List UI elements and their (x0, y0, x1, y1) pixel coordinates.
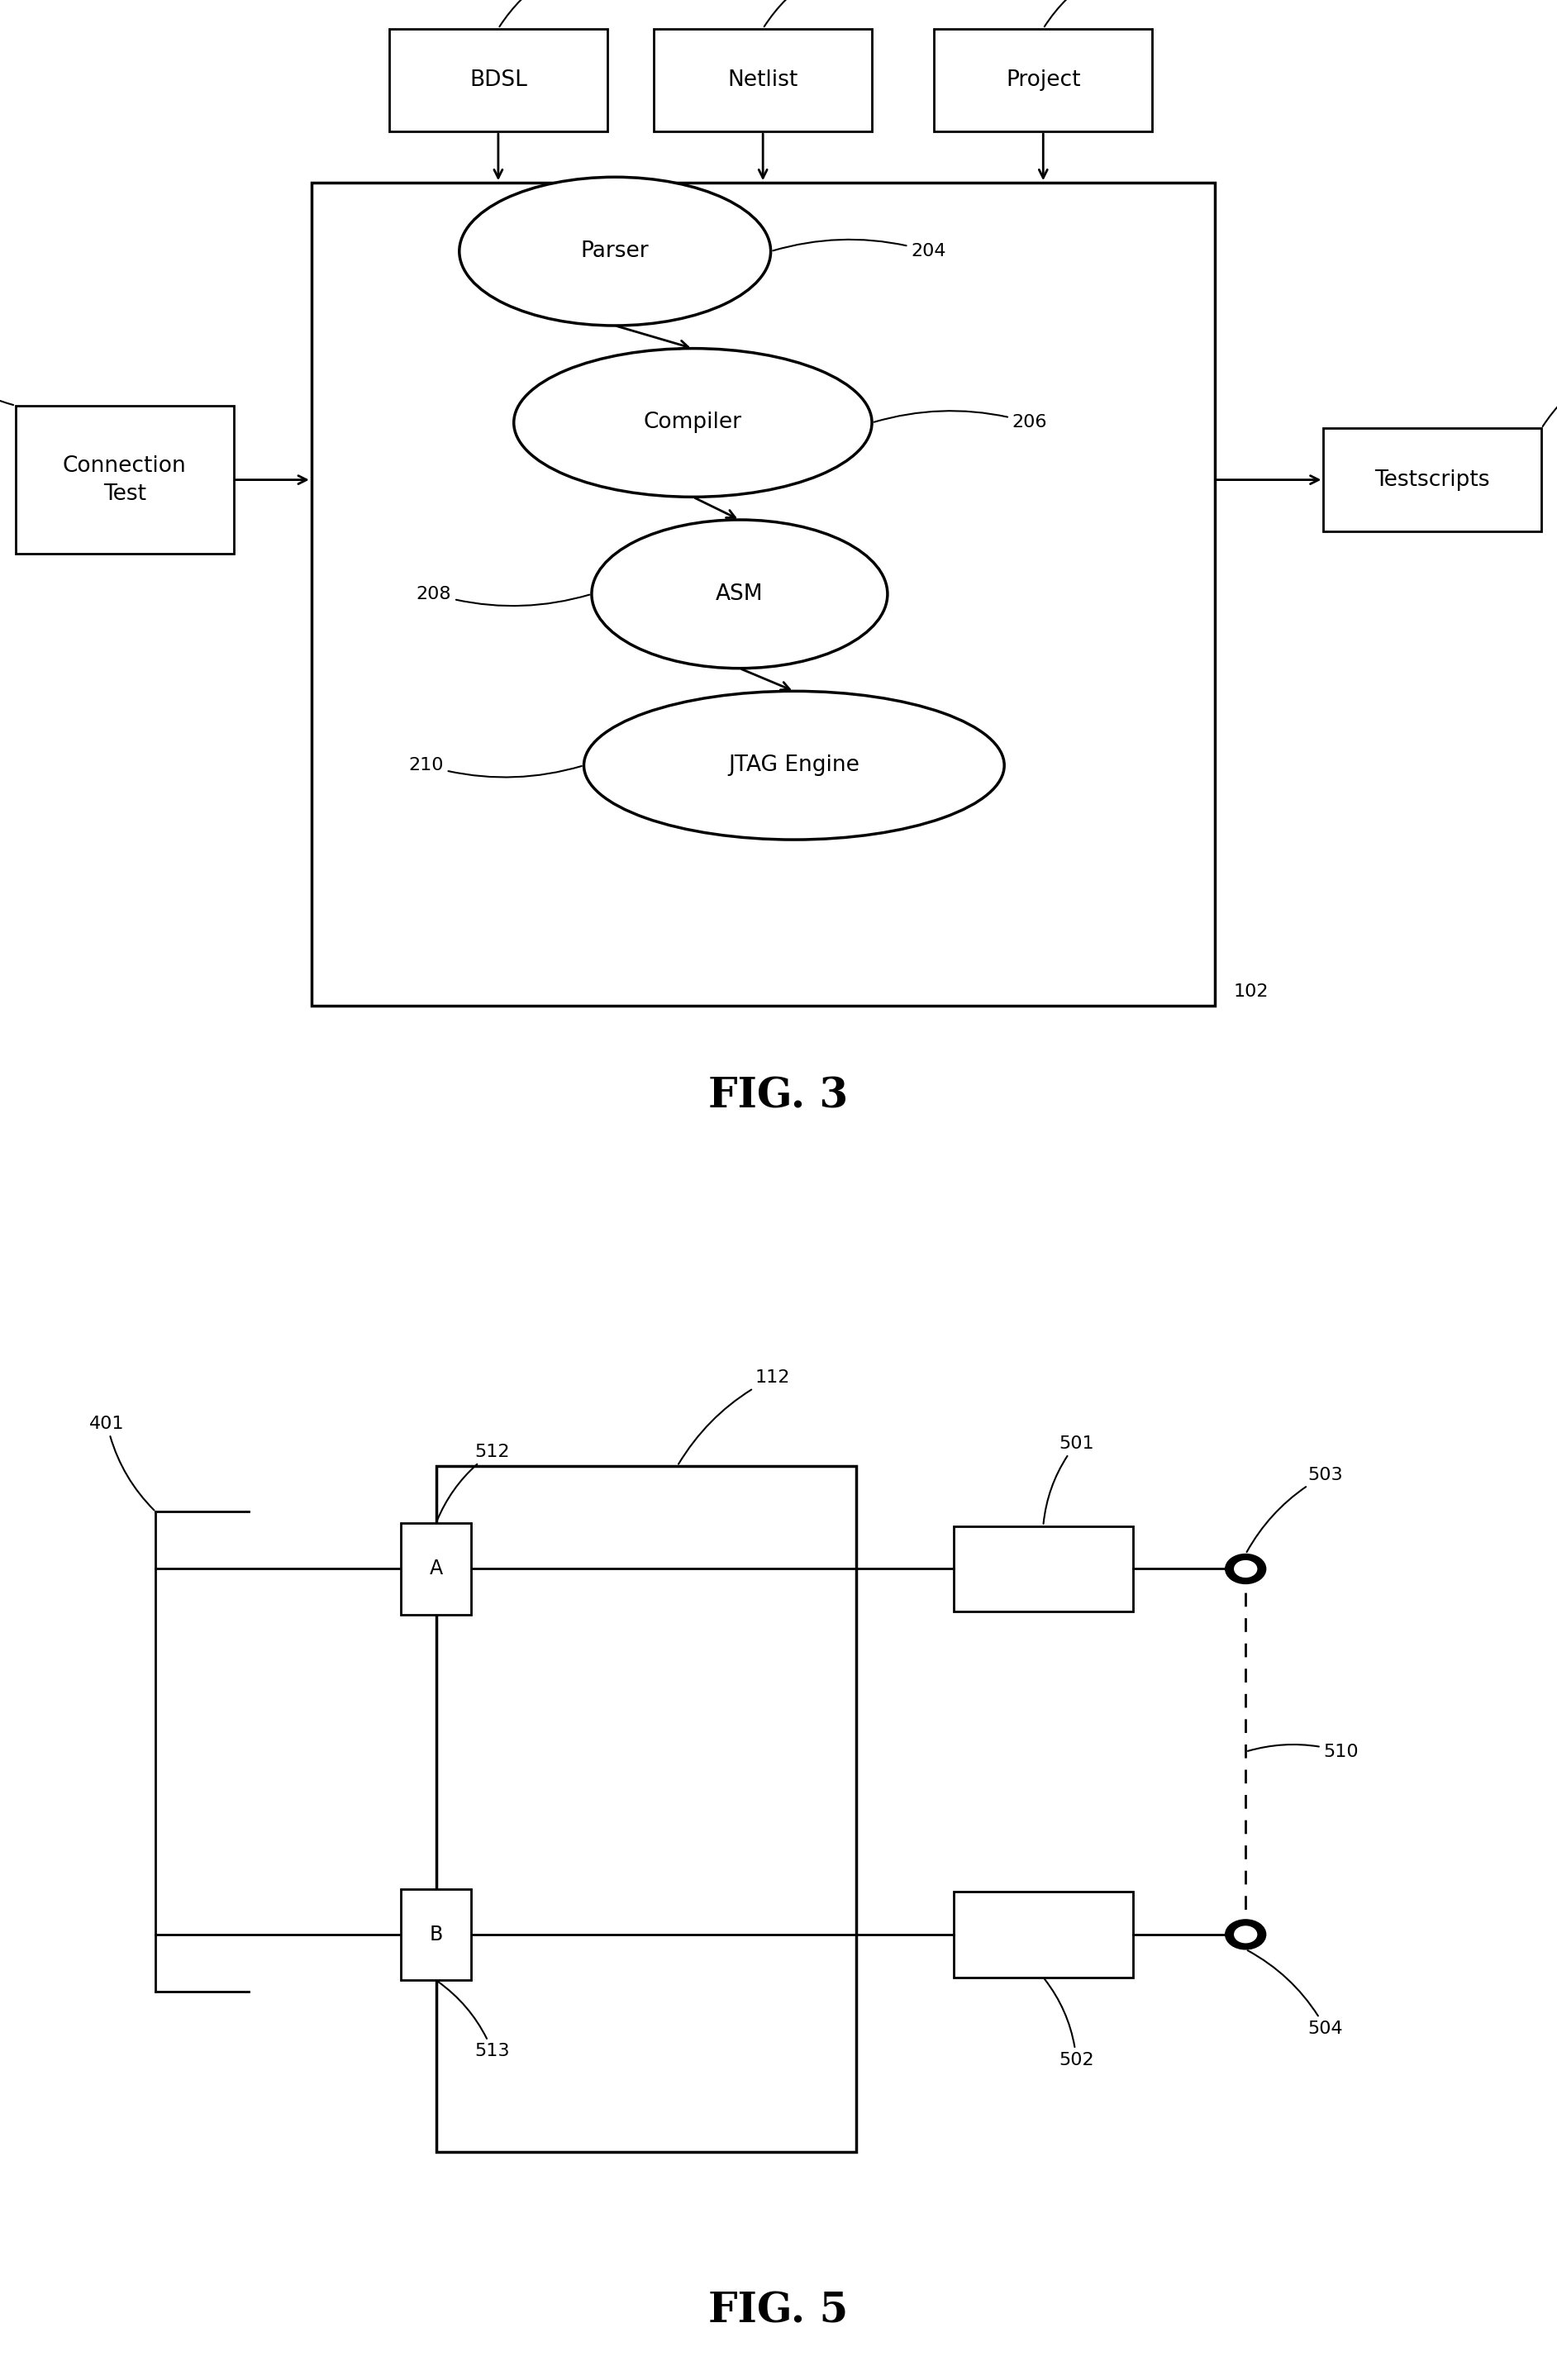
FancyBboxPatch shape (436, 1466, 856, 2152)
Text: Compiler: Compiler (643, 412, 743, 433)
FancyBboxPatch shape (311, 183, 1214, 1004)
Text: 512: 512 (438, 1445, 511, 1521)
Text: FIG. 3: FIG. 3 (708, 1076, 849, 1116)
FancyBboxPatch shape (953, 1526, 1133, 1611)
Text: 513: 513 (438, 1983, 511, 2059)
Text: 502: 502 (1045, 1980, 1095, 2068)
Text: FIG. 5: FIG. 5 (708, 2292, 849, 2332)
Text: 208: 208 (416, 585, 590, 607)
Text: Testscripts: Testscripts (1375, 469, 1490, 490)
FancyBboxPatch shape (402, 1523, 470, 1614)
FancyBboxPatch shape (953, 1892, 1133, 1978)
Text: 201: 201 (0, 336, 14, 405)
FancyBboxPatch shape (389, 29, 607, 131)
Circle shape (1235, 1561, 1256, 1578)
Text: 501: 501 (1043, 1435, 1095, 1523)
Text: 111: 111 (500, 0, 587, 26)
FancyBboxPatch shape (934, 29, 1152, 131)
Text: Project: Project (1006, 69, 1081, 90)
Text: 503: 503 (1247, 1466, 1344, 1552)
Text: 510: 510 (1247, 1745, 1359, 1759)
Text: 114: 114 (1543, 357, 1557, 426)
Text: 102: 102 (1233, 983, 1269, 1000)
Text: 504: 504 (1247, 1949, 1344, 2037)
Ellipse shape (592, 519, 887, 669)
Text: 401: 401 (89, 1416, 154, 1511)
FancyBboxPatch shape (402, 1890, 470, 1980)
Text: JTAG Engine: JTAG Engine (729, 754, 859, 776)
FancyBboxPatch shape (1323, 428, 1541, 531)
FancyBboxPatch shape (654, 29, 872, 131)
Text: A: A (430, 1559, 442, 1578)
Ellipse shape (514, 347, 872, 497)
Text: Connection
Test: Connection Test (62, 455, 187, 505)
Circle shape (1225, 1921, 1266, 1949)
Text: Parser: Parser (581, 240, 649, 262)
Text: 200: 200 (1045, 0, 1133, 26)
Text: 112: 112 (679, 1368, 789, 1464)
Text: B: B (430, 1925, 442, 1944)
Text: Netlist: Netlist (727, 69, 799, 90)
Ellipse shape (459, 176, 771, 326)
Ellipse shape (584, 690, 1004, 840)
FancyBboxPatch shape (16, 405, 234, 555)
Text: 206: 206 (873, 412, 1048, 431)
Text: 210: 210 (408, 757, 582, 778)
Text: ASM: ASM (716, 583, 763, 605)
Text: BDSL: BDSL (469, 69, 528, 90)
Text: 204: 204 (772, 240, 947, 259)
Text: 112: 112 (764, 0, 852, 26)
Circle shape (1235, 1925, 1256, 1942)
Circle shape (1225, 1554, 1266, 1583)
